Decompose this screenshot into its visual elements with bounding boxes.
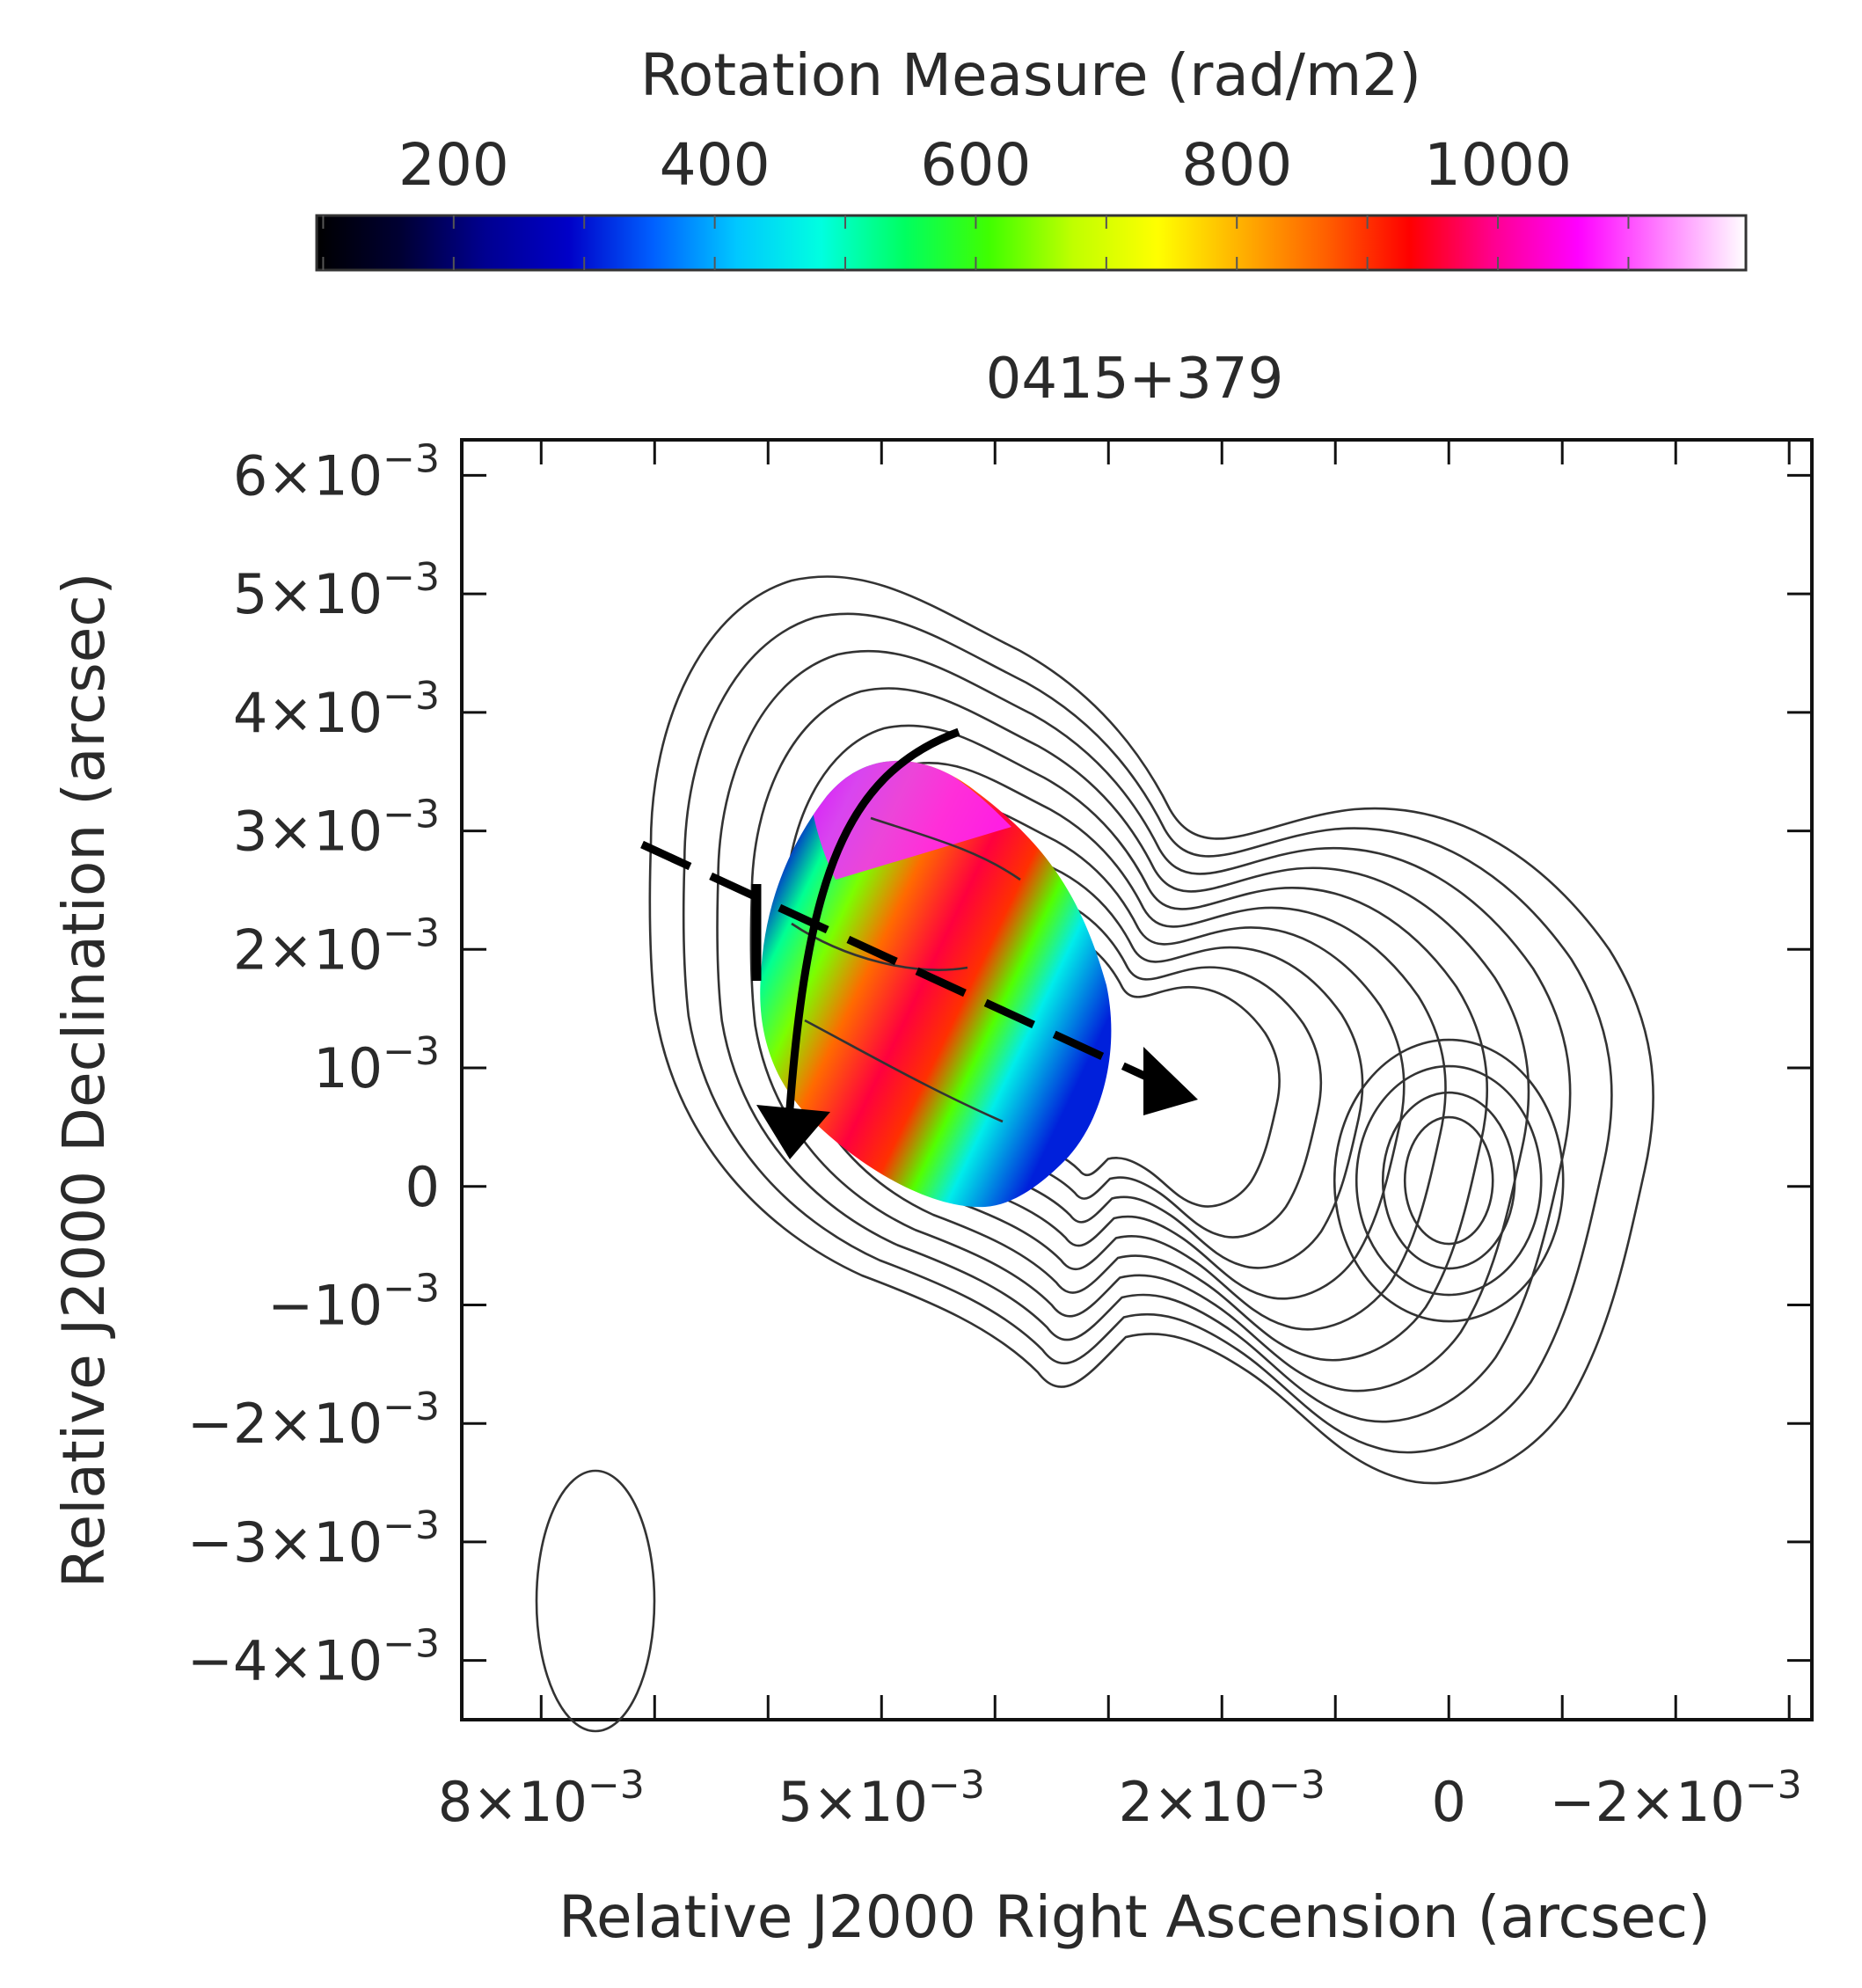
colorbar: Rotation Measure (rad/m2) 200 400 600 800 10…	[315, 41, 1748, 272]
curved-gradient-arrow	[785, 727, 960, 1109]
colorbar-minor-ticks	[322, 216, 1630, 270]
colorbar-tick-label: 800	[1181, 131, 1292, 199]
rm-contour	[804, 1019, 1004, 1123]
y-tick-label: −4×10−3	[187, 1622, 440, 1693]
colorbar-tick-label: 400	[660, 131, 770, 199]
y-tick-label: 5×10−3	[233, 555, 440, 626]
contour-level	[751, 689, 1529, 1392]
x-axis-label: Relative J2000 Right Ascension (arcsec)	[559, 1883, 1711, 1951]
beam-ellipse	[535, 1469, 656, 1733]
rm-contour	[870, 816, 1021, 881]
x-tick-labels: 8×10−3 5×10−3 2×10−3 0 −2×10−3	[438, 1763, 1802, 1834]
y-tick-label: 0	[405, 1155, 440, 1219]
y-tick-label: 4×10−3	[233, 674, 440, 745]
core-contour	[1355, 1064, 1543, 1297]
y-tick-label: −10−3	[267, 1266, 440, 1337]
colorbar-label: Rotation Measure (rad/m2)	[640, 41, 1421, 109]
x-tick-label: 5×10−3	[778, 1763, 985, 1834]
y-tick-label: 2×10−3	[233, 910, 440, 982]
colorbar-tick-label: 1000	[1424, 131, 1572, 199]
dashed-gradient-arrow	[640, 840, 1156, 1085]
colorbar-tick-label: 600	[920, 131, 1031, 199]
contour-level	[718, 651, 1571, 1422]
colorbar-tick-label: 200	[398, 131, 509, 199]
y-axis-label: Relative J2000 Declination (arcsec)	[50, 573, 118, 1589]
core-contour	[1333, 1038, 1565, 1323]
y-tick-label: 10−3	[313, 1029, 440, 1100]
x-tick-label: 0	[1432, 1770, 1466, 1834]
colorbar-scale	[315, 214, 1748, 272]
core-contour	[1403, 1115, 1494, 1246]
dashed-arrow-head	[1143, 1047, 1198, 1115]
plot-frame	[460, 438, 1814, 1721]
y-tick-label: −2×10−3	[187, 1385, 440, 1456]
core-contour	[1381, 1091, 1516, 1270]
axis-ticks	[462, 440, 1812, 1720]
x-tick-label: 2×10−3	[1119, 1763, 1325, 1834]
contour-level	[650, 576, 1654, 1483]
x-tick-label: −2×10−3	[1550, 1763, 1802, 1834]
rm-high-cap	[809, 760, 1011, 880]
contour-level	[683, 614, 1611, 1452]
y-tick-label: 6×10−3	[233, 436, 440, 508]
y-tick-labels: 6×10−3 5×10−3 4×10−3 3×10−3 2×10−3 10−3 0 −10−3…	[187, 436, 440, 1692]
curved-arrow-head	[756, 1105, 830, 1159]
y-tick-label: 3×10−3	[233, 793, 440, 864]
plot-area	[460, 438, 1814, 1733]
plot-title: 0415+379	[986, 347, 1284, 412]
gradient-arrows	[640, 727, 1198, 1159]
colorbar-tick-labels: 200 400 600 800 1000	[398, 131, 1572, 199]
contour-level	[819, 763, 1446, 1329]
x-tick-label: 8×10−3	[438, 1763, 645, 1834]
y-tick-label: −3×10−3	[187, 1503, 440, 1575]
